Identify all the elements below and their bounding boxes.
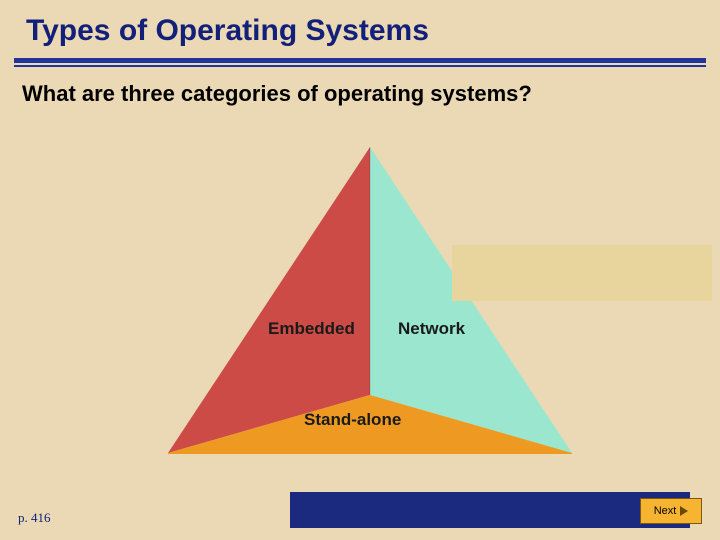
callout-box	[452, 245, 712, 301]
face-label-network: Network	[398, 319, 465, 339]
face-label-embedded: Embedded	[268, 319, 355, 339]
page-title: Types of Operating Systems	[0, 0, 720, 48]
footer-bar	[290, 492, 690, 528]
next-button[interactable]: Next	[640, 498, 702, 524]
question-text: What are three categories of operating s…	[0, 67, 720, 107]
arrow-right-icon	[680, 506, 688, 516]
page-reference: p. 416	[18, 510, 51, 526]
pyramid-diagram: Embedded Network Stand-alone	[0, 135, 720, 475]
divider-thick	[14, 58, 706, 63]
face-label-stand-alone: Stand-alone	[304, 410, 401, 430]
next-button-label: Next	[654, 505, 677, 517]
